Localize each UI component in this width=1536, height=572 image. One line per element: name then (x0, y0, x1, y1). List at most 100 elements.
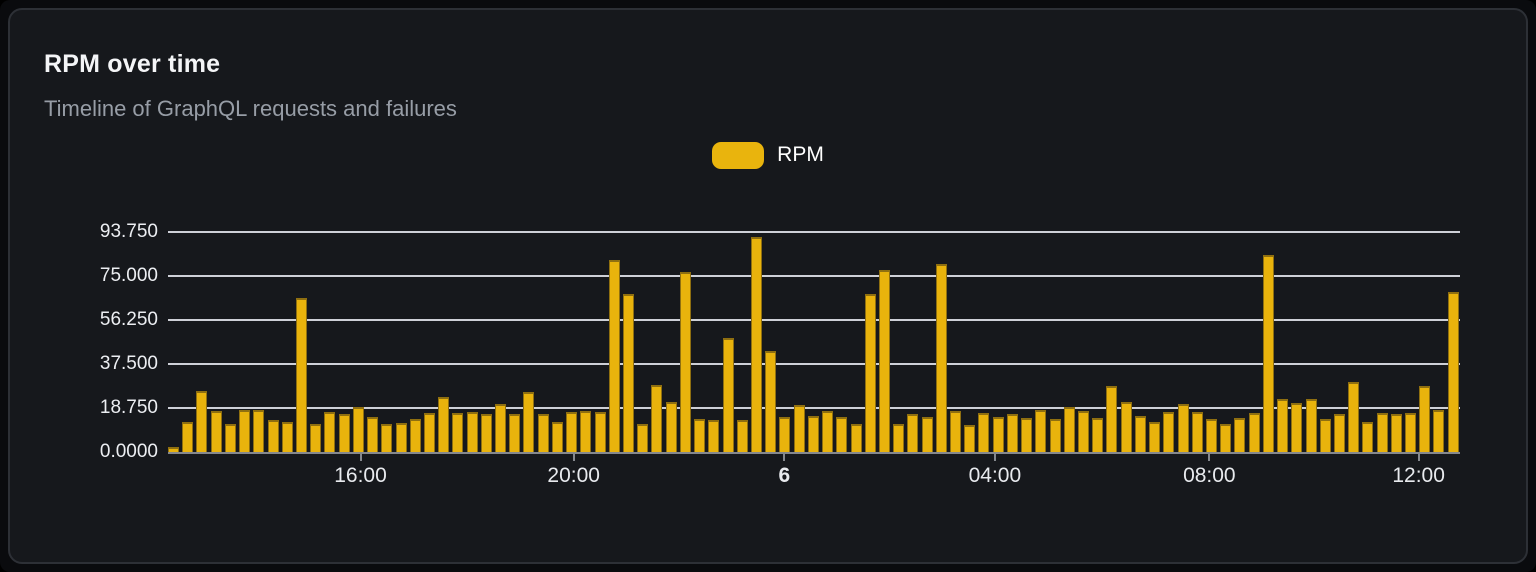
bar[interactable] (1220, 423, 1232, 452)
bar[interactable] (253, 409, 265, 452)
bar[interactable] (1305, 399, 1317, 452)
bar[interactable] (367, 416, 379, 452)
bar[interactable] (1205, 419, 1217, 452)
bar[interactable] (1291, 402, 1303, 452)
bar[interactable] (637, 423, 649, 452)
bar[interactable] (1362, 421, 1374, 452)
bar[interactable] (395, 422, 407, 452)
x-axis-label: 16:00 (334, 464, 387, 487)
bar[interactable] (1092, 417, 1104, 452)
bar[interactable] (964, 425, 976, 452)
bar[interactable] (1390, 414, 1402, 452)
bar[interactable] (1447, 292, 1459, 452)
bar[interactable] (452, 413, 464, 452)
bar[interactable] (1134, 415, 1146, 452)
legend[interactable]: RPM (10, 141, 1526, 169)
bar[interactable] (495, 403, 507, 452)
bar[interactable] (935, 264, 947, 452)
bar[interactable] (338, 414, 350, 452)
bar[interactable] (679, 272, 691, 452)
bar[interactable] (537, 414, 549, 452)
y-axis-label: 0.0000 (99, 441, 158, 462)
bar[interactable] (1376, 413, 1388, 452)
bar[interactable] (1078, 410, 1089, 452)
y-axis-label: 18.750 (99, 397, 158, 418)
rpm-chart-card: RPM over time Timeline of GraphQL reques… (8, 8, 1528, 564)
bar[interactable] (1049, 419, 1061, 452)
bar[interactable] (1333, 414, 1345, 452)
bar[interactable] (836, 416, 848, 452)
bar[interactable] (765, 351, 777, 452)
x-axis-label: 08:00 (1183, 464, 1236, 487)
bar[interactable] (722, 338, 734, 452)
bar[interactable] (267, 420, 279, 452)
bar[interactable] (807, 415, 819, 452)
bar[interactable] (509, 414, 521, 452)
bar[interactable] (239, 409, 251, 452)
bar[interactable] (594, 412, 606, 452)
bar[interactable] (438, 396, 450, 452)
bar[interactable] (1277, 399, 1289, 452)
bar[interactable] (295, 298, 307, 452)
bar[interactable] (750, 237, 762, 452)
bar[interactable] (978, 413, 990, 452)
bar[interactable] (694, 419, 706, 452)
bar[interactable] (1348, 381, 1360, 452)
bar[interactable] (523, 392, 535, 452)
bar[interactable] (551, 421, 563, 452)
bar[interactable] (182, 421, 194, 452)
bar[interactable] (168, 447, 179, 452)
bar[interactable] (793, 405, 805, 452)
bar[interactable] (822, 410, 834, 452)
bar[interactable] (281, 421, 293, 452)
bar[interactable] (1234, 417, 1246, 452)
bar[interactable] (352, 407, 364, 452)
bar[interactable] (466, 412, 478, 452)
bar[interactable] (1163, 412, 1175, 452)
bar[interactable] (779, 416, 791, 452)
bar[interactable] (1120, 401, 1132, 452)
bar[interactable] (480, 414, 492, 452)
bar[interactable] (1405, 413, 1417, 452)
bar[interactable] (736, 420, 748, 452)
bar[interactable] (224, 423, 236, 452)
bar[interactable] (608, 259, 620, 452)
bar[interactable] (381, 423, 393, 452)
bar[interactable] (196, 391, 208, 452)
bar[interactable] (310, 423, 322, 452)
bar[interactable] (907, 414, 919, 452)
bar[interactable] (1191, 412, 1203, 452)
bar[interactable] (623, 293, 634, 452)
bar[interactable] (1106, 386, 1118, 452)
bar[interactable] (1149, 421, 1161, 452)
bar[interactable] (409, 419, 421, 452)
bar[interactable] (1063, 407, 1075, 452)
bar[interactable] (893, 423, 905, 452)
bar[interactable] (864, 293, 876, 452)
bar[interactable] (665, 401, 677, 452)
bar[interactable] (878, 270, 890, 452)
bar[interactable] (324, 412, 336, 452)
bar[interactable] (210, 410, 222, 452)
gridline (168, 275, 1460, 277)
bar[interactable] (1177, 403, 1189, 452)
bar[interactable] (1262, 254, 1274, 452)
bar[interactable] (1248, 413, 1260, 452)
bar[interactable] (950, 410, 962, 452)
bar[interactable] (921, 416, 933, 452)
bar[interactable] (1006, 414, 1018, 452)
x-axis-tick (359, 452, 362, 461)
x-axis-label: 12:00 (1392, 464, 1445, 487)
bar[interactable] (580, 410, 592, 452)
bar[interactable] (1035, 409, 1047, 452)
bar[interactable] (651, 385, 663, 452)
bar[interactable] (1021, 417, 1033, 452)
bar[interactable] (992, 416, 1004, 452)
bar[interactable] (1319, 419, 1331, 452)
bar[interactable] (708, 420, 720, 452)
bar[interactable] (423, 413, 435, 452)
bar[interactable] (1419, 386, 1431, 452)
bar[interactable] (1433, 409, 1445, 452)
bar[interactable] (566, 412, 578, 452)
bar[interactable] (850, 423, 862, 452)
